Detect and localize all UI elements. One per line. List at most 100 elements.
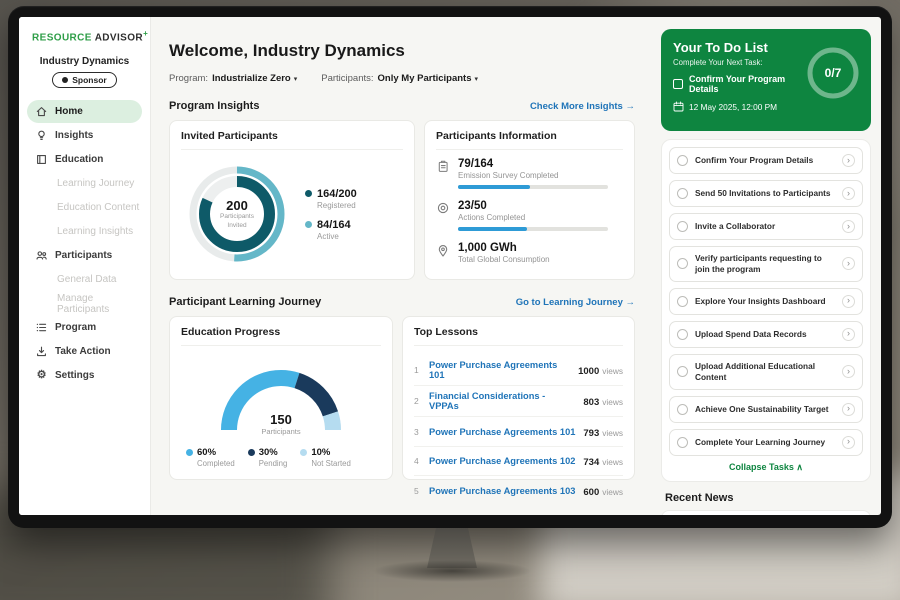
task-radio[interactable] bbox=[677, 366, 688, 378]
app-window: RESOURCE ADVISOR+ Industry Dynamics Spon… bbox=[19, 17, 881, 515]
chevron-right-icon[interactable]: › bbox=[842, 365, 855, 379]
top-lessons-card: Top Lessons 1 Power Purchase Agreements … bbox=[402, 316, 635, 498]
organization-name: Industry Dynamics bbox=[39, 56, 130, 68]
sidebar-item-label: Manage Participants bbox=[57, 292, 110, 315]
chevron-right-icon[interactable]: › bbox=[842, 435, 855, 449]
chevron-right-icon[interactable]: › bbox=[842, 257, 855, 271]
collapse-tasks-link[interactable]: Collapse Tasks ∧ bbox=[729, 461, 803, 472]
task-radio[interactable] bbox=[677, 188, 688, 199]
task-radio[interactable] bbox=[677, 436, 688, 448]
sidebar-item-settings[interactable]: ⚙ Settings bbox=[27, 364, 142, 387]
task-row[interactable]: Complete Your Learning Journey › bbox=[669, 428, 863, 456]
lesson-link[interactable]: Financial Considerations - VPPAs bbox=[429, 391, 546, 411]
task-radio[interactable] bbox=[677, 295, 688, 307]
sponsor-badge-wrap: Sponsor bbox=[19, 72, 150, 89]
sidebar-item-insights[interactable]: Insights bbox=[27, 124, 142, 147]
arrow-right-icon: → bbox=[625, 296, 636, 308]
active-dot bbox=[305, 221, 312, 228]
lesson-row: 3 Power Purchase Agreements 101 793 views bbox=[414, 417, 623, 447]
gauge-total-label: Participants bbox=[261, 427, 301, 436]
lesson-link[interactable]: Power Purchase Agreements 102 bbox=[429, 456, 576, 466]
task-radio[interactable] bbox=[677, 155, 688, 166]
participants-value: Only My Participants bbox=[377, 73, 472, 84]
insights-cards-row: Invited Participants 200 bbox=[169, 120, 635, 280]
task-radio[interactable] bbox=[677, 221, 688, 232]
gauge-chart: 150 Participants bbox=[206, 354, 356, 438]
actions-progress-bar bbox=[458, 227, 608, 231]
participants-dropdown[interactable]: Participants: Only My Participants ▾ bbox=[321, 73, 478, 84]
task-radio[interactable] bbox=[677, 403, 688, 415]
sidebar-item-label: Learning Journey bbox=[57, 178, 135, 190]
education-icon bbox=[35, 153, 48, 166]
task-row[interactable]: Invite a Collaborator › bbox=[669, 213, 863, 240]
task-radio[interactable] bbox=[677, 258, 688, 270]
check-more-insights-link[interactable]: Check More Insights → bbox=[529, 100, 635, 112]
lesson-link[interactable]: Power Purchase Agreements 101 bbox=[429, 426, 576, 437]
learning-journey-header: Participant Learning Journey Go to Learn… bbox=[169, 296, 635, 308]
lesson-row: 5 Power Purchase Agreements 103 600 views bbox=[414, 485, 623, 498]
lesson-link[interactable]: Power Purchase Agreements 103 bbox=[429, 485, 576, 496]
sidebar: RESOURCE ADVISOR+ Industry Dynamics Spon… bbox=[19, 17, 151, 515]
sidebar-item-education[interactable]: Education bbox=[27, 148, 142, 171]
participants-information-card: Participants Information 79/164 Emission… bbox=[424, 120, 635, 280]
sidebar-item-learning-journey[interactable]: Learning Journey bbox=[27, 172, 142, 195]
program-label: Program: bbox=[169, 73, 209, 84]
sidebar-item-label: Settings bbox=[55, 370, 95, 382]
chevron-right-icon[interactable]: › bbox=[842, 327, 855, 341]
todo-next-task[interactable]: Confirm Your Program Details bbox=[673, 74, 815, 94]
sidebar-item-learning-insights[interactable]: Learning Insights bbox=[27, 220, 142, 243]
checkbox-icon[interactable] bbox=[673, 79, 683, 89]
task-radio[interactable] bbox=[677, 328, 688, 340]
lesson-row: 1 Power Purchase Agreements 101 1000 view… bbox=[414, 354, 623, 386]
task-row[interactable]: Confirm Your Program Details › bbox=[669, 147, 863, 174]
lesson-link[interactable]: Power Purchase Agreements 101 bbox=[429, 359, 558, 380]
survey-progress-bar bbox=[458, 185, 608, 189]
chevron-right-icon[interactable]: › bbox=[842, 220, 855, 233]
chevron-right-icon[interactable]: › bbox=[842, 187, 855, 200]
donut-legend: 164/200 Registered 84/164 Active bbox=[305, 179, 357, 250]
sidebar-nav: Home Insights Education Learning Journey bbox=[19, 100, 150, 387]
todo-title: Your To Do List bbox=[673, 40, 768, 55]
task-list-card: Confirm Your Program Details › Send 50 I… bbox=[661, 139, 871, 482]
actions-icon bbox=[436, 200, 450, 231]
participants-label: Participants: bbox=[321, 73, 374, 84]
chevron-right-icon[interactable]: › bbox=[842, 402, 855, 416]
task-row[interactable]: Explore Your Insights Dashboard › bbox=[669, 287, 863, 315]
registered-dot bbox=[305, 190, 312, 197]
calendar-icon bbox=[673, 101, 684, 112]
sidebar-item-manage-participants[interactable]: Manage Participants bbox=[27, 292, 142, 315]
legend-active: 84/164 Active bbox=[305, 219, 357, 241]
go-to-learning-journey-link[interactable]: Go to Learning Journey → bbox=[515, 296, 636, 308]
caret-down-icon: ▾ bbox=[474, 76, 479, 83]
sponsor-badge-label: Sponsor bbox=[72, 75, 107, 86]
recent-news-title: Recent News bbox=[665, 491, 734, 504]
program-icon bbox=[35, 321, 48, 334]
chevron-right-icon[interactable]: › bbox=[842, 294, 855, 308]
consumption-row: 1,000 GWh Total Global Consumption bbox=[436, 242, 623, 264]
sidebar-item-label: General Data bbox=[57, 274, 117, 286]
chevron-right-icon[interactable]: › bbox=[842, 154, 855, 167]
sidebar-item-education-content[interactable]: Education Content bbox=[27, 196, 142, 219]
sidebar-item-participants[interactable]: Participants bbox=[27, 244, 142, 267]
task-row[interactable]: Upload Additional Educational Content › bbox=[669, 353, 863, 390]
sidebar-item-general-data[interactable]: General Data bbox=[27, 268, 142, 291]
pending-dot bbox=[247, 449, 255, 456]
task-row[interactable]: Verify participants requesting to join t… bbox=[669, 246, 863, 282]
survey-icon bbox=[436, 158, 450, 189]
legend-registered: 164/200 Registered bbox=[305, 188, 357, 210]
sidebar-item-label: Learning Insights bbox=[57, 226, 134, 238]
sidebar-item-program[interactable]: Program bbox=[27, 316, 142, 339]
task-row[interactable]: Send 50 Invitations to Participants › bbox=[669, 180, 863, 207]
consumption-icon bbox=[436, 242, 450, 264]
sidebar-item-take-action[interactable]: Take Action bbox=[27, 340, 142, 363]
sidebar-item-home[interactable]: Home bbox=[27, 100, 142, 124]
caret-down-icon: ▾ bbox=[293, 76, 298, 83]
sidebar-item-label: Program bbox=[55, 322, 97, 334]
completed-dot bbox=[186, 449, 193, 456]
task-row[interactable]: Achieve One Sustainability Target › bbox=[669, 395, 863, 423]
logo-primary: RESOURCE bbox=[32, 32, 92, 44]
todo-subtitle: Complete Your Next Task: bbox=[673, 58, 763, 67]
task-row[interactable]: Upload Spend Data Records › bbox=[669, 320, 863, 348]
sidebar-item-label: Take Action bbox=[55, 346, 111, 358]
program-dropdown[interactable]: Program: Industrialize Zero ▾ bbox=[169, 73, 297, 84]
